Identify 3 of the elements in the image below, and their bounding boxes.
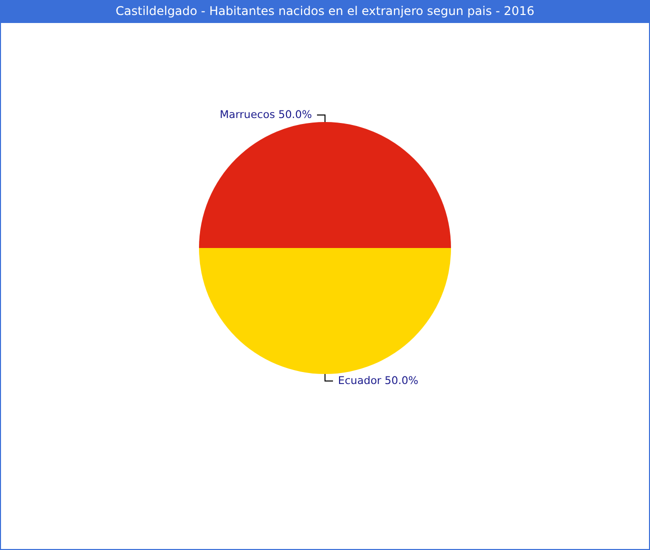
slice-label: Marruecos 50.0%	[220, 109, 312, 121]
chart-title: Castildelgado - Habitantes nacidos en el extranjero segun pais - 2016	[114, 4, 536, 18]
slice-label: Ecuador 50.0%	[338, 375, 418, 387]
